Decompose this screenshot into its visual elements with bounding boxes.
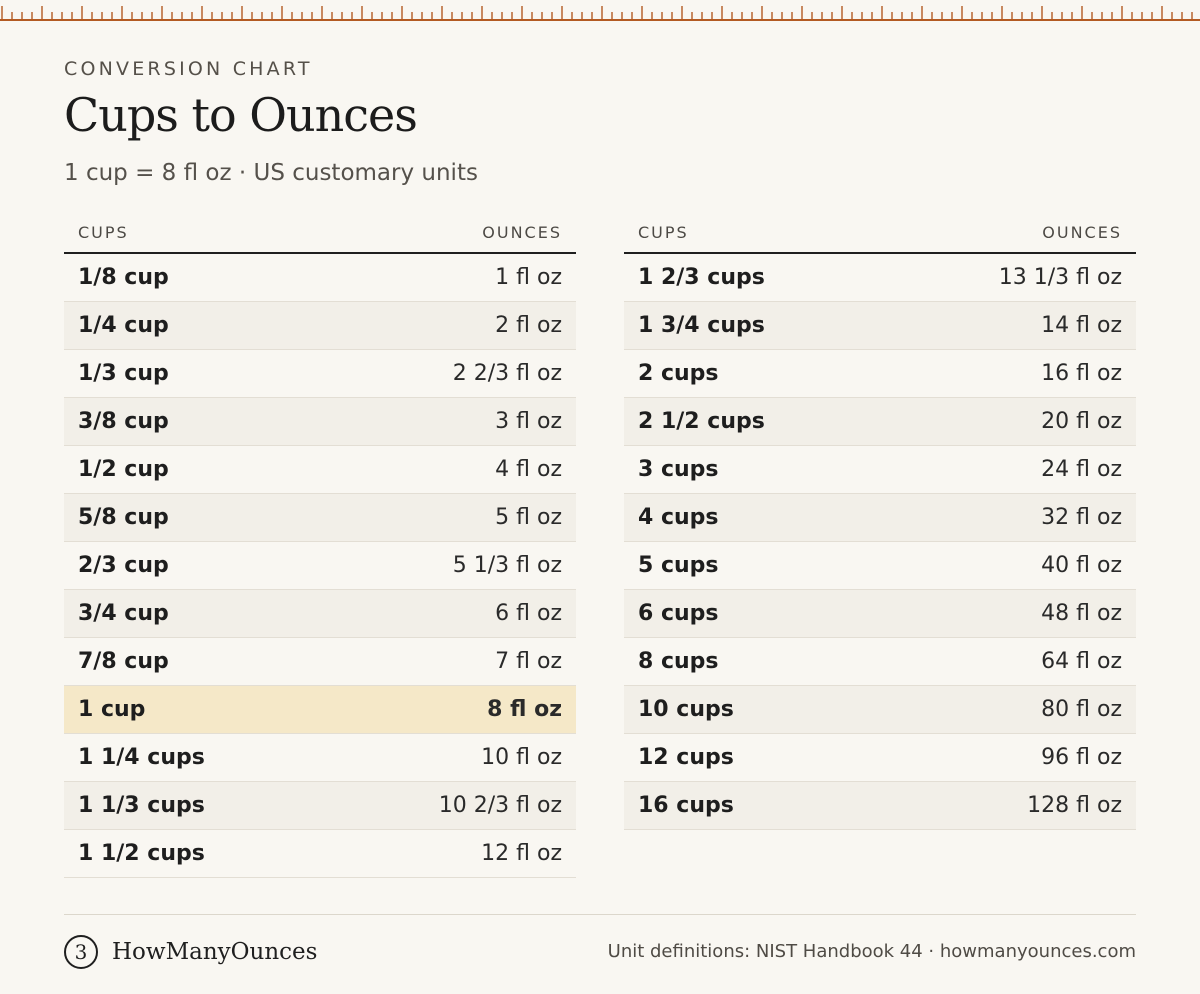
table-row: 1/8 cup 1 fl oz [64, 254, 576, 302]
table-row: 1 2/3 cups 13 1/3 fl oz [624, 254, 1136, 302]
column-header-cups: CUPS [638, 222, 689, 242]
cups-value: 1 cup [78, 697, 146, 722]
cups-value: 7/8 cup [78, 649, 169, 674]
table-row: 7/8 cup 7 fl oz [64, 638, 576, 686]
ounces-value: 14 fl oz [1041, 313, 1122, 338]
ounces-value: 96 fl oz [1041, 745, 1122, 770]
ounces-value: 5 fl oz [495, 505, 562, 530]
eyebrow-label: CONVERSION CHART [64, 58, 313, 80]
cups-value: 1/3 cup [78, 361, 169, 386]
table-row-highlighted: 1 cup 8 fl oz [64, 686, 576, 734]
cups-value: 1 2/3 cups [638, 265, 765, 290]
cups-value: 5/8 cup [78, 505, 169, 530]
cups-value: 8 cups [638, 649, 719, 674]
ounces-value: 8 fl oz [487, 697, 562, 722]
ruler-ticks-icon [0, 6, 1200, 21]
cups-value: 1 1/4 cups [78, 745, 205, 770]
table-row: 1 3/4 cups 14 fl oz [624, 302, 1136, 350]
ounces-value: 1 fl oz [495, 265, 562, 290]
table-row: 3/4 cup 6 fl oz [64, 590, 576, 638]
ounces-value: 13 1/3 fl oz [998, 265, 1122, 290]
cups-value: 3 cups [638, 457, 719, 482]
table-row: 3/8 cup 3 fl oz [64, 398, 576, 446]
ounces-value: 24 fl oz [1041, 457, 1122, 482]
ounces-value: 48 fl oz [1041, 601, 1122, 626]
cups-value: 2/3 cup [78, 553, 169, 578]
column-header-ounces: OUNCES [482, 222, 562, 242]
table-row: 1 1/3 cups 10 2/3 fl oz [64, 782, 576, 830]
ounces-value: 5 1/3 fl oz [452, 553, 562, 578]
ounces-value: 10 2/3 fl oz [438, 793, 562, 818]
ounces-value: 2 2/3 fl oz [452, 361, 562, 386]
ounces-value: 10 fl oz [481, 745, 562, 770]
ounces-value: 64 fl oz [1041, 649, 1122, 674]
cups-value: 1 1/2 cups [78, 841, 205, 866]
ounces-value: 4 fl oz [495, 457, 562, 482]
ounces-value: 3 fl oz [495, 409, 562, 434]
ounces-value: 128 fl oz [1027, 793, 1122, 818]
table-row: 12 cups 96 fl oz [624, 734, 1136, 782]
footer-divider [64, 914, 1136, 915]
table-row: 1 1/2 cups 12 fl oz [64, 830, 576, 878]
table-row: 1/4 cup 2 fl oz [64, 302, 576, 350]
table-row: 1 1/4 cups 10 fl oz [64, 734, 576, 782]
cups-value: 6 cups [638, 601, 719, 626]
cups-value: 2 cups [638, 361, 719, 386]
table-row: 5/8 cup 5 fl oz [64, 494, 576, 542]
cups-value: 16 cups [638, 793, 734, 818]
ounces-value: 80 fl oz [1041, 697, 1122, 722]
table-row: 2 cups 16 fl oz [624, 350, 1136, 398]
cups-value: 2 1/2 cups [638, 409, 765, 434]
cups-value: 4 cups [638, 505, 719, 530]
ounces-value: 32 fl oz [1041, 505, 1122, 530]
column-header-cups: CUPS [78, 222, 129, 242]
table-header: CUPS OUNCES [64, 212, 576, 254]
cups-value: 3/8 cup [78, 409, 169, 434]
table-row: 3 cups 24 fl oz [624, 446, 1136, 494]
cups-value: 1 3/4 cups [638, 313, 765, 338]
ounces-value: 6 fl oz [495, 601, 562, 626]
cups-value: 5 cups [638, 553, 719, 578]
conversion-table-right: CUPS OUNCES 1 2/3 cups 13 1/3 fl oz 1 3/4 … [624, 212, 1136, 830]
cups-value: 1/8 cup [78, 265, 169, 290]
table-row: 5 cups 40 fl oz [624, 542, 1136, 590]
cups-value: 10 cups [638, 697, 734, 722]
table-row: 4 cups 32 fl oz [624, 494, 1136, 542]
cups-value: 12 cups [638, 745, 734, 770]
cups-value: 3/4 cup [78, 601, 169, 626]
cups-value: 1 1/3 cups [78, 793, 205, 818]
cups-value: 1/2 cup [78, 457, 169, 482]
cups-value: 1/4 cup [78, 313, 169, 338]
ruler-decoration [0, 0, 1200, 22]
table-row: 8 cups 64 fl oz [624, 638, 1136, 686]
table-row: 2/3 cup 5 1/3 fl oz [64, 542, 576, 590]
ounces-value: 20 fl oz [1041, 409, 1122, 434]
page-title: Cups to Ounces [64, 88, 418, 142]
ounces-value: 7 fl oz [495, 649, 562, 674]
ounces-value: 40 fl oz [1041, 553, 1122, 578]
page-subtitle: 1 cup = 8 fl oz · US customary units [64, 160, 478, 186]
table-row: 2 1/2 cups 20 fl oz [624, 398, 1136, 446]
ounces-value: 16 fl oz [1041, 361, 1122, 386]
table-header: CUPS OUNCES [624, 212, 1136, 254]
table-row: 6 cups 48 fl oz [624, 590, 1136, 638]
source-note: Unit definitions: NIST Handbook 44 · how… [607, 941, 1136, 962]
table-row: 1/2 cup 4 fl oz [64, 446, 576, 494]
table-row: 16 cups 128 fl oz [624, 782, 1136, 830]
conversion-table-left: CUPS OUNCES 1/8 cup 1 fl oz 1/4 cup 2 fl oz… [64, 212, 576, 878]
brand-name: HowManyOunces [112, 939, 318, 965]
brand-logo-icon: 3 [64, 935, 98, 969]
ounces-value: 2 fl oz [495, 313, 562, 338]
brand[interactable]: 3 HowManyOunces [64, 935, 317, 969]
table-row: 10 cups 80 fl oz [624, 686, 1136, 734]
ounces-value: 12 fl oz [481, 841, 562, 866]
column-header-ounces: OUNCES [1042, 222, 1122, 242]
table-row: 1/3 cup 2 2/3 fl oz [64, 350, 576, 398]
